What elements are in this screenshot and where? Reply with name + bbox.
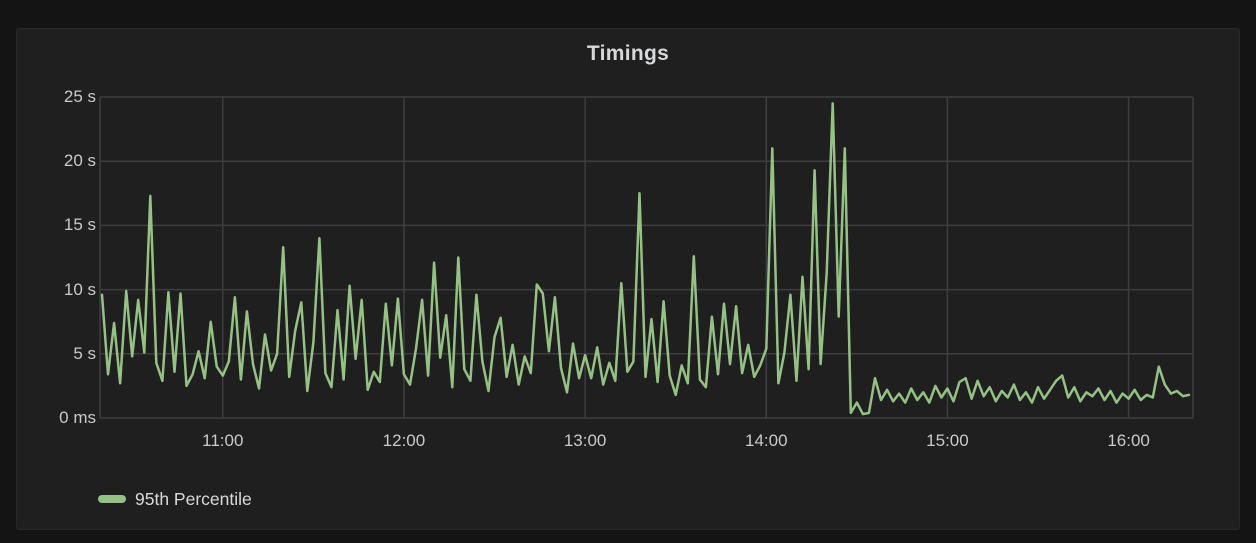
x-axis-tick-label: 15:00 bbox=[926, 431, 969, 450]
x-axis-tick-label: 12:00 bbox=[382, 431, 426, 450]
legend-item-95th-percentile[interactable]: 95th Percentile bbox=[98, 488, 252, 510]
panel-title[interactable]: Timings bbox=[586, 42, 670, 65]
y-axis-tick-label: 25 s bbox=[63, 87, 96, 106]
y-axis-tick-label: 10 s bbox=[63, 279, 96, 299]
y-axis-tick-label: 20 s bbox=[63, 151, 96, 171]
y-axis-tick-label: 5 s bbox=[73, 343, 96, 363]
series-line-95th-percentile bbox=[100, 102, 1191, 416]
legend: 95th Percentile bbox=[98, 488, 252, 510]
series-layer bbox=[100, 102, 1191, 416]
legend-item-label: 95th Percentile bbox=[135, 489, 252, 509]
x-axis-tick-label: 13:00 bbox=[563, 431, 607, 450]
y-axis-tick-label: 15 s bbox=[63, 215, 96, 235]
x-axis-tick-label: 11:00 bbox=[202, 431, 244, 450]
timings-panel bbox=[16, 28, 1240, 530]
x-axis-tick-label: 14:00 bbox=[744, 431, 788, 450]
grid-layer bbox=[99, 96, 1194, 419]
series-color-swatch[interactable] bbox=[98, 495, 126, 503]
x-axis-tick-label: 16:00 bbox=[1107, 431, 1150, 450]
y-axis-tick-label: 0 ms bbox=[59, 408, 96, 427]
